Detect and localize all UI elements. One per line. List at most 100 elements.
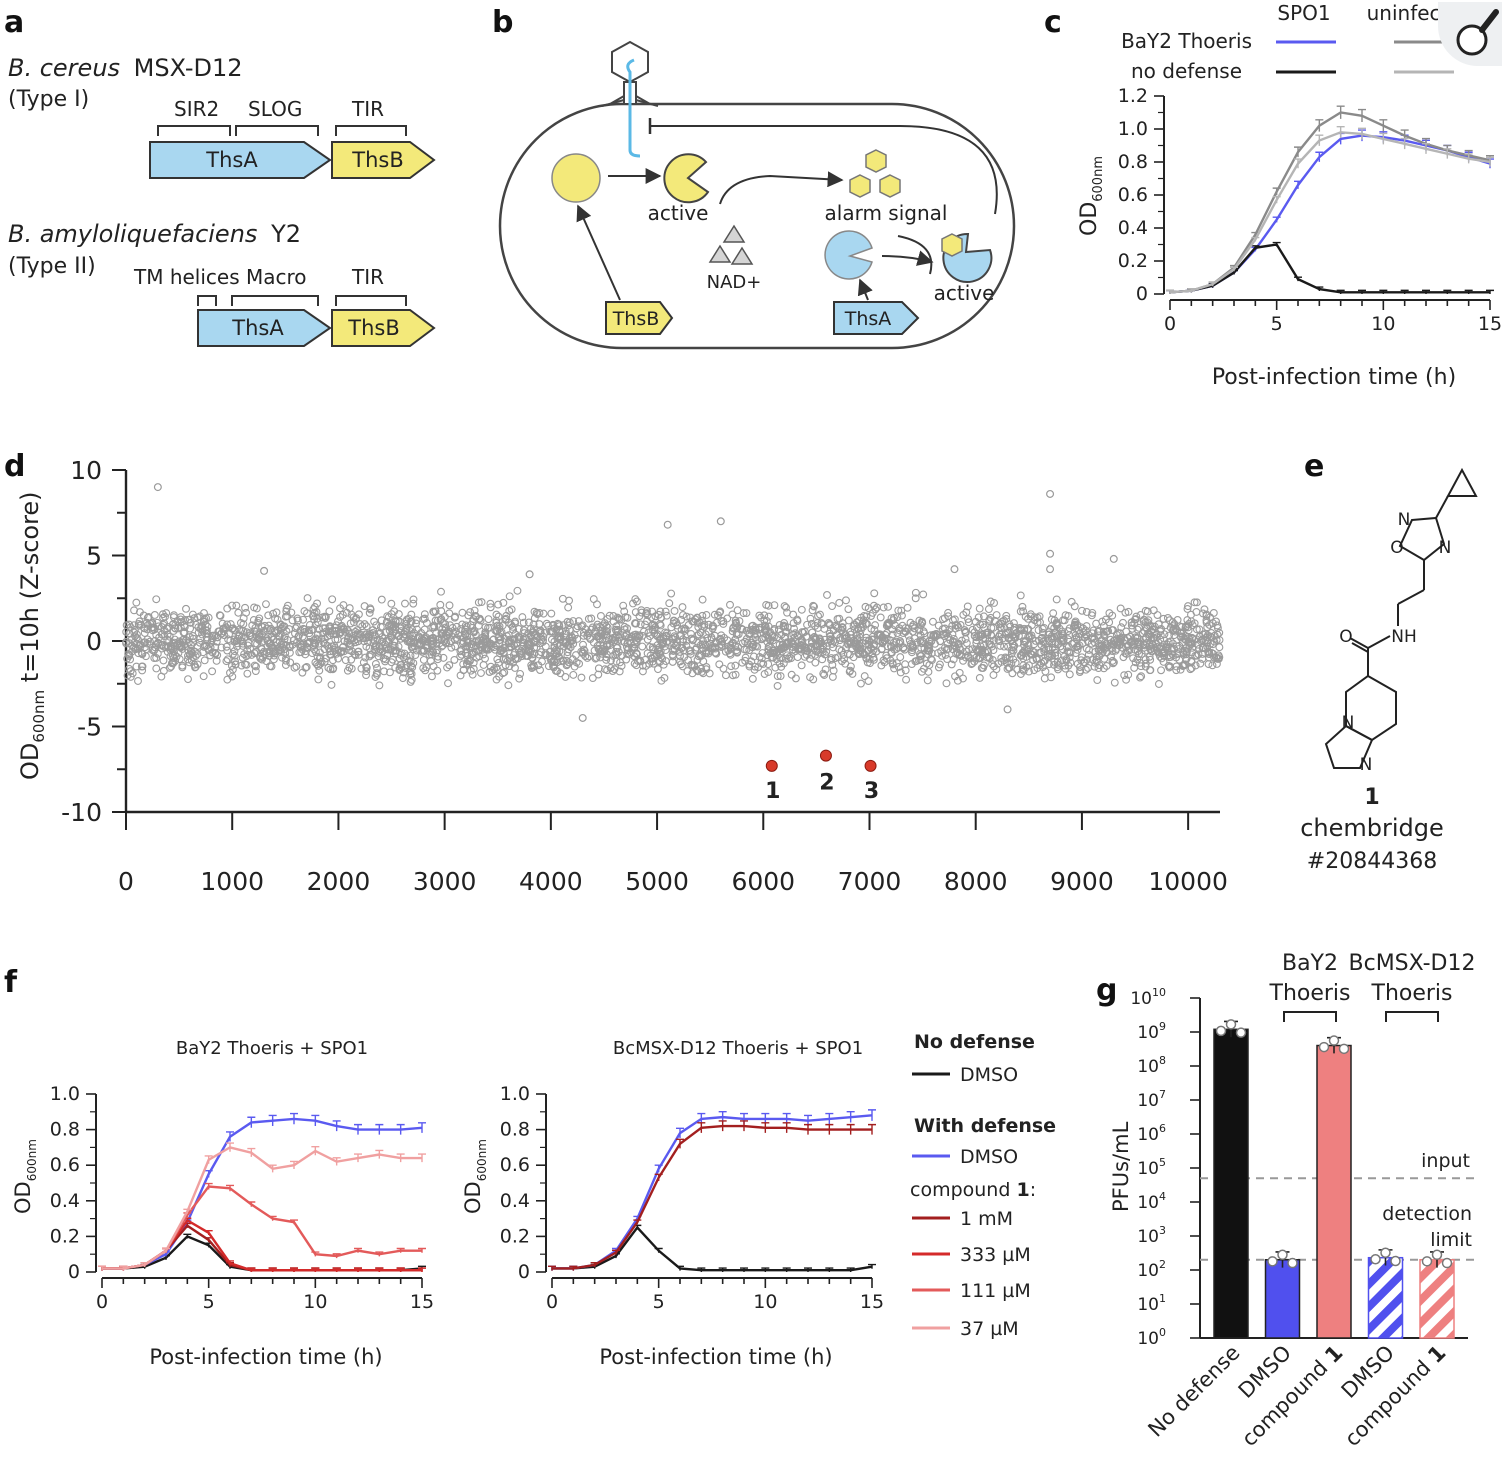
error-bar (247, 1147, 256, 1157)
screen-point (286, 658, 295, 667)
screen-point (815, 634, 824, 643)
screen-point (519, 618, 528, 627)
screen-point (1157, 642, 1166, 651)
screen-point (391, 616, 400, 625)
screen-point (583, 654, 592, 662)
screen-point (631, 595, 640, 604)
screen-point (591, 654, 600, 663)
screen-point (320, 639, 329, 648)
screen-point (313, 614, 322, 623)
x-tick-label: 5 (203, 1291, 215, 1313)
error-bar (311, 1114, 320, 1126)
screen-point (357, 664, 366, 673)
screen-point (544, 662, 553, 671)
error-bar (332, 1120, 341, 1132)
screen-point (808, 628, 817, 637)
error-bar (354, 1153, 362, 1163)
hit-label-2: 2 (819, 771, 834, 796)
screen-point (493, 655, 502, 664)
screen-point (375, 681, 384, 690)
screen-point (601, 665, 609, 674)
screen-point (250, 603, 259, 612)
screen-point (152, 664, 161, 673)
screen-point (566, 643, 575, 652)
screen-point (609, 617, 618, 626)
screen-point (605, 611, 614, 620)
screen-point (974, 631, 983, 640)
screen-point (687, 634, 696, 643)
error-bar (268, 1114, 277, 1126)
panel-c-ylabel: OD600nm (1077, 156, 1106, 236)
error-bar (418, 1267, 426, 1272)
screen-point (806, 614, 815, 623)
screen-point (244, 639, 253, 647)
outlier-point (1046, 489, 1055, 498)
screen-point (1066, 648, 1075, 657)
screen-point (590, 646, 599, 655)
screen-point (338, 610, 347, 619)
screen-point (500, 668, 509, 677)
screen-point (629, 599, 637, 608)
screen-point (1119, 653, 1128, 662)
screen-point (1078, 606, 1086, 615)
y-tick-exponent: 1 (1159, 1292, 1166, 1305)
screen-point (132, 633, 141, 642)
screen-point (773, 672, 782, 681)
zoom-button[interactable] (1438, 2, 1502, 66)
screen-point (276, 625, 285, 634)
screen-point (231, 657, 240, 666)
error-bar (418, 1153, 426, 1163)
screen-point (1209, 608, 1218, 617)
screen-point (568, 655, 577, 664)
screen-point (938, 615, 947, 624)
error-bar (354, 1267, 362, 1272)
screen-point (1122, 627, 1131, 636)
screen-point (1090, 634, 1099, 643)
active-label-1: active (648, 201, 709, 225)
screen-point (481, 654, 489, 663)
error-bar (140, 1262, 149, 1268)
screen-point (327, 680, 336, 689)
screen-point (325, 607, 334, 616)
error-bar (1294, 146, 1302, 158)
screen-point (908, 641, 917, 649)
y-tick-exponent: 4 (1159, 1190, 1166, 1203)
screen-point (972, 645, 981, 654)
screen-point (715, 608, 724, 617)
screen-point (602, 653, 611, 662)
panel-f-ylabel-right-sub: 600nm (475, 1139, 489, 1181)
screen-point (1144, 616, 1153, 625)
screen-point (988, 660, 997, 669)
screen-point (654, 656, 663, 665)
screen-point (1018, 602, 1027, 611)
screen-point (750, 665, 759, 674)
screen-point (529, 620, 538, 629)
screen-point (298, 668, 307, 677)
screen-point (186, 646, 195, 655)
y-tick-label: 0 (86, 627, 102, 656)
outlier-point (950, 565, 959, 574)
screen-point (1127, 618, 1136, 627)
screen-point (1148, 622, 1157, 631)
screen-point (474, 598, 483, 607)
screen-point (412, 619, 420, 628)
screen-point (366, 605, 375, 614)
screen-point (223, 675, 232, 684)
screen-point (370, 631, 379, 640)
screen-point (395, 654, 404, 663)
screen-point (1213, 621, 1222, 630)
x-tick-label: 0 (96, 1291, 108, 1313)
screen-point (596, 611, 605, 620)
error-bar (804, 1267, 812, 1272)
screen-point (293, 614, 302, 623)
screen-point (1044, 630, 1053, 639)
screen-point (373, 663, 381, 672)
y-tick-exponent: 10 (1152, 986, 1166, 999)
screen-point (193, 660, 202, 669)
screen-point (234, 608, 243, 617)
org1-strain: MSX-D12 (134, 54, 243, 82)
screen-point (1038, 628, 1047, 637)
screen-point (238, 653, 247, 662)
screen-point (411, 651, 420, 659)
screen-point (741, 656, 750, 665)
